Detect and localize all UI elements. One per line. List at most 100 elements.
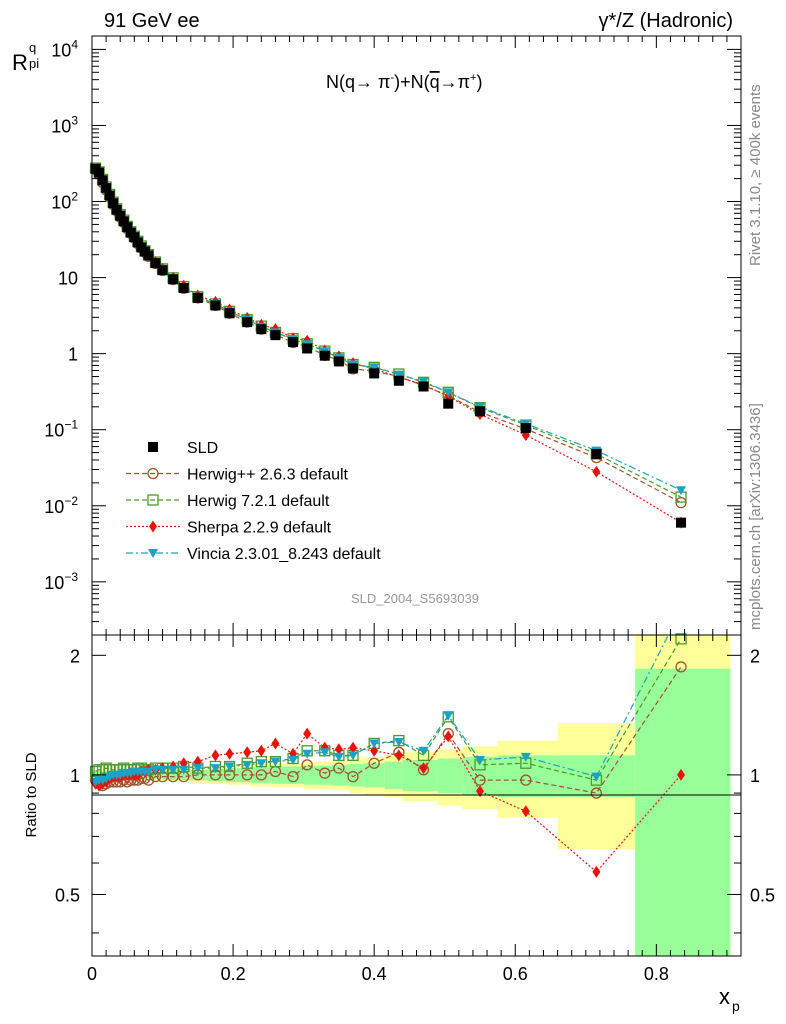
sherpa-2-2-9-default-ratio-point (592, 865, 601, 878)
observable-part-4: ) (476, 72, 482, 92)
sld-point (111, 204, 122, 215)
main-y-tick-label: 103 (51, 113, 78, 136)
ratio-y-tick-label-left: 1 (70, 766, 80, 786)
herwig-2-6-3-default-ratio-point (287, 770, 299, 783)
main-y-tick-label: 104 (51, 37, 78, 60)
observable-title: N(q→ π-)+N(q→π+) (326, 72, 482, 92)
herwig-2-6-3-default-legend-label: Herwig++ 2.6.3 default (187, 467, 349, 484)
herwig-2-6-3-default-ratio-point (590, 787, 603, 799)
x-tick-label: 0.6 (503, 964, 528, 984)
sherpa-2-2-9-default-ratio-point (677, 768, 686, 781)
sld-point (302, 343, 313, 354)
sherpa-2-2-9-default-ratio-point (521, 805, 530, 818)
main-y-axis-label: R q pi (12, 40, 39, 75)
main-y-axis-label-base: R (12, 50, 28, 75)
sherpa-2-2-9-default-ratio-point (243, 746, 252, 759)
observable-part-2: )+N( (394, 72, 430, 92)
sherpa-2-2-9-default-legend-marker (149, 520, 157, 533)
vincia-2-3-01-8-243-default-ratio-point (348, 751, 359, 761)
main-y-tick-label: 10−2 (44, 494, 78, 517)
ratio-y-tick-label-right: 2 (750, 646, 760, 666)
observable-sup-minus: - (390, 72, 394, 84)
sld-point (108, 198, 119, 209)
ratio-y-axis-label: Ratio to SLD (23, 752, 40, 837)
ratio-band-inner (437, 758, 463, 794)
sld-point (443, 398, 454, 409)
sld-point (348, 363, 359, 374)
ratio-band-inner (635, 668, 731, 956)
sld-point (319, 350, 330, 361)
vincia-2-3-01-8-243-default-ratio-point (474, 756, 485, 766)
header-left-title: 91 GeV ee (104, 10, 200, 32)
herwig-2-6-3-default-ratio-point (241, 769, 253, 781)
vincia-2-3-01-8-243-default-ratio-point (157, 765, 168, 775)
sld-point (143, 250, 154, 261)
x-tick-label: 0 (87, 964, 97, 984)
sherpa-2-2-9-default-ratio-point (334, 743, 343, 756)
herwig-7-2-1-default-legend-label: Herwig 7.2.1 default (187, 493, 330, 510)
main-y-tick-label: 10−3 (44, 570, 78, 593)
sld-point (676, 517, 687, 528)
vincia-2-3-01-8-243-default-ratio-point (288, 756, 299, 766)
herwig-2-6-3-default-ratio-point (675, 661, 687, 673)
sld-point (115, 210, 126, 221)
sld-point (418, 381, 429, 392)
herwig-2-6-3-default-legend-marker (147, 467, 159, 480)
sld-point (270, 330, 281, 341)
sld-point (129, 232, 140, 243)
vincia-2-3-01-8-243-default-ratio-point (418, 746, 429, 756)
vincia-2-3-01-8-243-default-ratio-point (319, 748, 330, 758)
vincia-2-3-01-8-243-default-ratio-point (192, 764, 203, 774)
vincia-2-3-01-8-243-default-ratio-point (520, 752, 531, 762)
sherpa-2-2-9-default-point (592, 465, 601, 478)
herwig-2-6-3-default-ratio-point (333, 762, 345, 774)
ratio-band-inner (363, 763, 385, 788)
observable-part-3: →π (440, 72, 470, 92)
sld-point (168, 274, 179, 285)
ratio-y-tick-label-left: 0.5 (55, 885, 80, 905)
x-axis-label-base: x (719, 984, 730, 1009)
vincia-2-3-01-8-243-default-ratio-point (178, 765, 189, 775)
vincia-2-3-01-8-243-default-point (369, 363, 380, 373)
vincia-2-3-01-8-243-default-ratio-point (224, 762, 235, 772)
sld-point (256, 324, 267, 335)
vincia-2-3-01-8-243-default-ratio-point (270, 757, 281, 767)
sld-point (591, 448, 602, 459)
rivet-version-label: Rivet 3.1.10, ≥ 400k events (747, 84, 764, 266)
ratio-band-inner (384, 761, 403, 790)
sherpa-2-2-9-default-main-line (95, 170, 682, 524)
sherpa-2-2-9-default-ratio-point (271, 737, 280, 750)
herwig-2-6-3-default-ratio-point (368, 757, 380, 769)
sld-point (118, 216, 129, 227)
main-y-tick-label: 10−1 (44, 418, 78, 441)
vincia-2-3-01-8-243-default-ratio-point (256, 759, 267, 769)
vincia-2-3-01-8-243-default-ratio-point (369, 739, 380, 749)
vincia-2-3-01-8-243-default-ratio-point (333, 752, 344, 762)
main-y-axis-label-sup: q (29, 40, 36, 55)
vincia-2-3-01-8-243-default-point (393, 370, 404, 380)
ratio-y-tick-label-right: 0.5 (750, 885, 775, 905)
sherpa-2-2-9-default-ratio-point (211, 749, 220, 762)
sld-point (104, 190, 115, 201)
sld-point (369, 368, 380, 379)
sld-point (333, 356, 344, 367)
header-right-title: γ*/Z (Hadronic) (599, 10, 733, 32)
x-tick-label: 0.4 (362, 964, 387, 984)
vincia-2-3-01-8-243-default-legend-marker (148, 549, 158, 558)
sld-point (242, 317, 253, 328)
vincia-2-3-01-8-243-default-ratio-point (302, 749, 313, 759)
mcplots-label: mcplots.cern.ch [arXiv:1306.3436] (747, 403, 764, 630)
analysis-id-label: SLD_2004_S5693039 (351, 591, 479, 606)
main-y-tick-label: 10 (58, 269, 78, 289)
sld-point (122, 222, 133, 233)
main-y-tick-label: 102 (51, 190, 78, 213)
x-axis-label-sub: p (732, 998, 740, 1014)
sherpa-2-2-9-default-legend-label: Sherpa 2.2.9 default (187, 520, 332, 537)
sld-point (94, 167, 105, 178)
sld-point (474, 406, 485, 417)
vincia-2-3-01-8-243-default-ratio-point (168, 765, 179, 775)
sherpa-2-2-9-default-ratio-point (257, 744, 266, 757)
vincia-2-3-01-8-243-default-ratio-point (242, 760, 253, 770)
sld-point (178, 282, 189, 293)
